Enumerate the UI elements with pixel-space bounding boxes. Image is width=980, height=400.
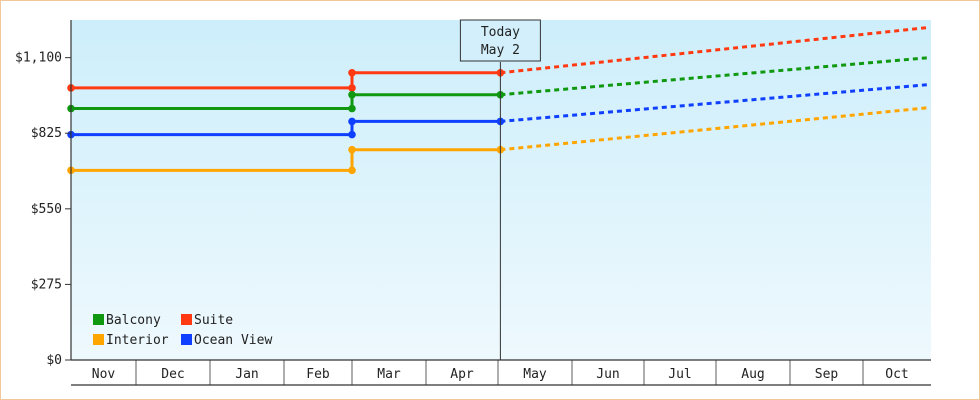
- today-marker: Today May 2: [459, 19, 541, 360]
- legend-item: Ocean View: [181, 333, 272, 348]
- x-tick-label: Nov: [92, 367, 116, 382]
- today-date: May 2: [481, 43, 520, 58]
- today-label: Today: [481, 25, 520, 40]
- series-balcony: [67, 56, 929, 113]
- x-tick-label: Dec: [161, 367, 184, 382]
- legend-label: Interior: [106, 333, 169, 348]
- axis-layer: $0 $275 $550 $825 $1,100 Nov Dec Jan Feb Mar Apr Ma…: [15, 20, 931, 386]
- y-tick-label: $275: [31, 277, 62, 292]
- series-point: [348, 84, 356, 92]
- series-point: [348, 104, 356, 113]
- x-tick-label: Jul: [668, 367, 691, 382]
- legend-item: Suite: [181, 313, 233, 328]
- legend-swatch: [181, 314, 192, 325]
- y-tick-label: $550: [31, 202, 62, 217]
- series-historical-line: [71, 148, 501, 172]
- y-tick-label: $825: [31, 126, 62, 141]
- legend-item: Balcony: [93, 313, 161, 328]
- legend-label: Balcony: [106, 313, 161, 328]
- series-historical-line: [71, 119, 501, 137]
- legend-swatch: [93, 314, 104, 325]
- today-box: [459, 19, 541, 62]
- x-tick-label: Sep: [815, 367, 839, 382]
- x-tick-label: May: [523, 367, 547, 382]
- x-tick-label: Jan: [235, 367, 258, 382]
- series-historical-line: [71, 93, 501, 111]
- x-tick-label: Mar: [377, 367, 401, 382]
- y-tick-label: $1,100: [15, 51, 62, 66]
- x-tick-label: Jun: [596, 367, 619, 382]
- legend: Balcony Suite Interior Ocean View: [93, 313, 272, 348]
- series-point: [348, 145, 356, 154]
- legend-label: Suite: [194, 313, 233, 328]
- y-tick-label: $0: [46, 353, 62, 368]
- series-point: [348, 130, 356, 139]
- x-tick-label: Feb: [306, 367, 330, 382]
- series-point: [348, 90, 356, 99]
- legend-item: Interior: [93, 333, 169, 348]
- legend-swatch: [181, 334, 192, 345]
- series-point: [348, 166, 356, 175]
- series-point: [348, 117, 356, 126]
- series-point: [348, 68, 356, 77]
- legend-label: Ocean View: [194, 333, 272, 348]
- legend-swatch: [93, 334, 104, 345]
- x-tick-label: Apr: [450, 367, 474, 382]
- x-tick-label: Oct: [885, 367, 908, 382]
- series-layer: [67, 25, 929, 175]
- plot-background: [71, 20, 931, 360]
- series-historical-line: [71, 71, 501, 90]
- x-tick-label: Aug: [741, 367, 764, 382]
